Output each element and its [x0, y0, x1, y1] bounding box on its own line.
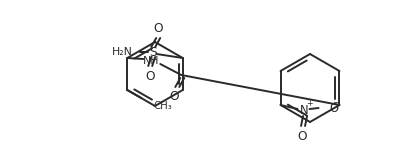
Text: +: + [306, 99, 313, 108]
Text: O: O [145, 70, 154, 82]
Text: O: O [329, 102, 339, 115]
Text: −: − [332, 98, 341, 107]
Text: H₂N: H₂N [112, 47, 133, 57]
Text: O: O [298, 130, 307, 143]
Text: O: O [169, 90, 179, 103]
Text: S: S [149, 45, 156, 58]
Text: O: O [153, 21, 163, 34]
Text: NH: NH [143, 56, 160, 66]
Text: N: N [300, 104, 309, 118]
Text: CH₃: CH₃ [153, 101, 172, 111]
